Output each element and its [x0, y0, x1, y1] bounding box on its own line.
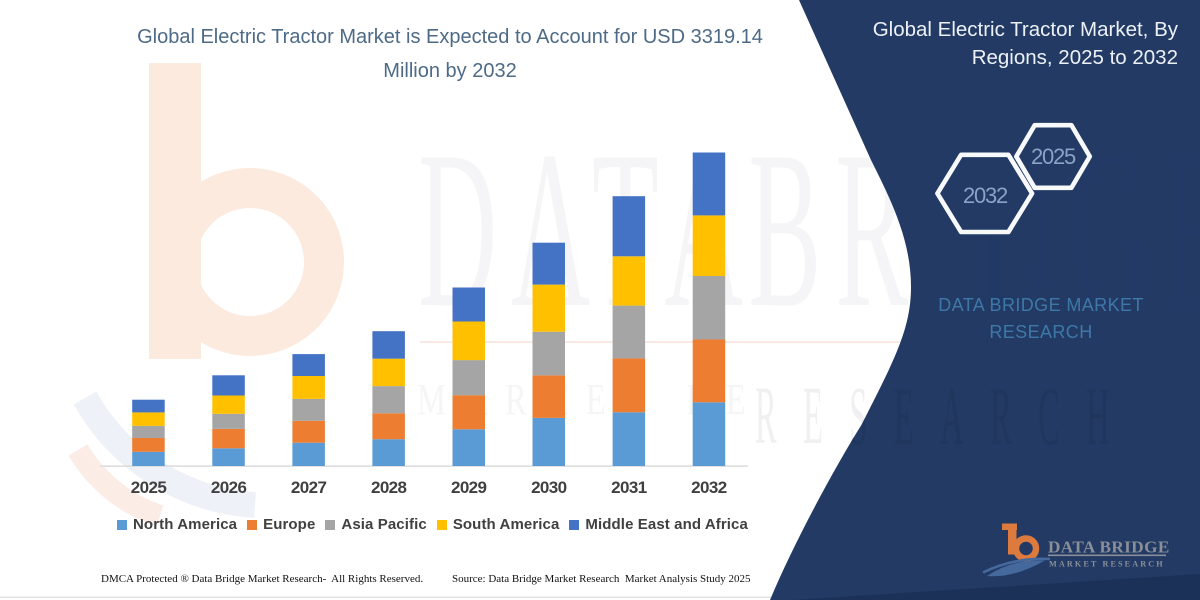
svg-text:MARKET RESEARCH: MARKET RESEARCH [1049, 560, 1165, 569]
svg-text:DATA BRIDGE: DATA BRIDGE [1048, 538, 1170, 557]
svg-text:DGE: DGE [976, 105, 1200, 354]
svg-text:RESEARCH: RESEARCH [755, 370, 1136, 462]
